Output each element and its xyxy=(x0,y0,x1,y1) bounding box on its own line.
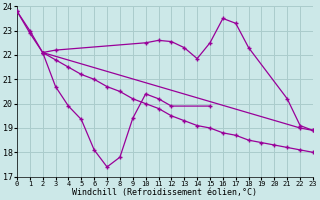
X-axis label: Windchill (Refroidissement éolien,°C): Windchill (Refroidissement éolien,°C) xyxy=(72,188,258,197)
